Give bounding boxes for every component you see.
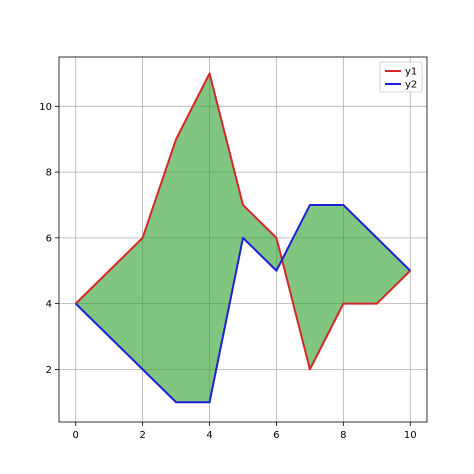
- x-tick-label-3: 6: [273, 430, 279, 441]
- y-tick-label-3: 8: [46, 168, 52, 179]
- legend-label-y2: y2: [405, 80, 417, 91]
- y-tick-label-2: 6: [46, 233, 52, 244]
- legend-label-y1: y1: [405, 67, 417, 78]
- x-tick-label-5: 10: [404, 430, 417, 441]
- series-line-y2: [75, 203, 411, 404]
- x-tick-label-2: 4: [206, 430, 212, 441]
- x-tick-label-1: 2: [139, 430, 145, 441]
- x-tick-label-4: 8: [340, 430, 346, 441]
- y-tick-label-1: 4: [46, 299, 52, 310]
- x-tick-label-0: 0: [73, 430, 79, 441]
- fill-between-area: [75, 73, 411, 403]
- series-line-y1: [75, 72, 411, 371]
- y-tick-label-4: 10: [39, 102, 52, 113]
- axes-frame: [58, 56, 428, 423]
- y-tick-label-0: 2: [46, 365, 52, 376]
